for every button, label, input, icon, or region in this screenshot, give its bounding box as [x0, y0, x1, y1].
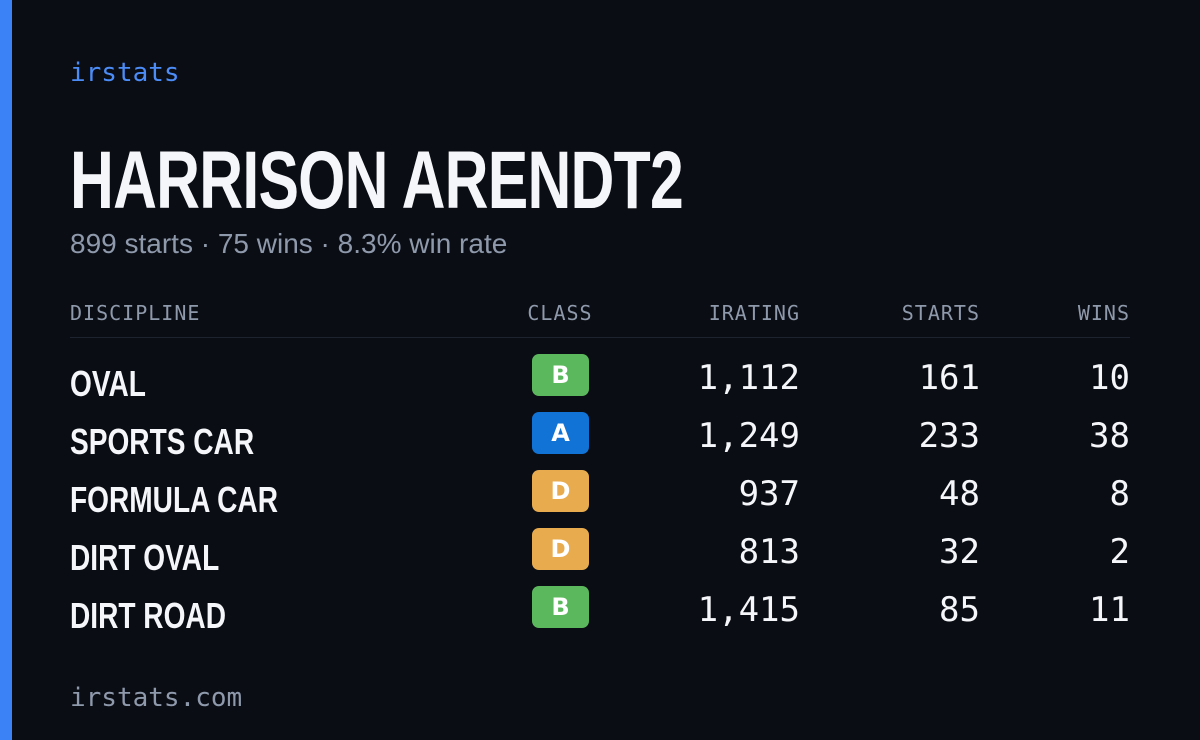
stat-value: 1,249	[697, 416, 800, 456]
stat-value: 85	[939, 590, 980, 630]
stat-value: 937	[738, 474, 800, 514]
column-header: IRATING	[708, 301, 800, 325]
accent-stripe	[0, 0, 12, 740]
column-header: WINS	[1077, 301, 1130, 325]
stat-value: 233	[918, 416, 980, 456]
stat-value: 10	[1089, 358, 1130, 398]
discipline: DIRT ROAD	[70, 595, 226, 636]
stat-value: 1,112	[697, 358, 800, 398]
column-header: DISCIPLINE	[70, 301, 201, 325]
stat-value: 48	[939, 474, 980, 514]
stat-value: 161	[918, 358, 980, 398]
stat-value: 8	[1109, 474, 1130, 514]
header-rule	[70, 337, 1130, 338]
stat-value: 1,415	[697, 590, 800, 630]
stat-value: 32	[939, 532, 980, 572]
stat-value: 2	[1109, 532, 1130, 572]
stat-value: 813	[738, 532, 800, 572]
footer: irstats.com	[70, 683, 243, 713]
discipline: FORMULA CAR	[70, 479, 278, 520]
discipline: DIRT OVAL	[70, 537, 220, 578]
class-badge: D	[532, 470, 589, 512]
column-header: STARTS	[901, 301, 980, 325]
stat-value: 11	[1089, 590, 1130, 630]
subtitle: 899 starts · 75 wins · 8.3% win rate	[70, 228, 508, 259]
stat-value: 38	[1089, 416, 1130, 456]
discipline: SPORTS CAR	[70, 421, 255, 462]
brand: irstats	[70, 58, 180, 88]
discipline: OVAL	[70, 363, 146, 404]
class-badge: D	[532, 528, 589, 570]
class-badge: B	[532, 354, 589, 396]
title: HARRISON ARENDT2	[70, 135, 684, 226]
class-badge: A	[532, 412, 589, 454]
column-header: CLASS	[527, 301, 593, 325]
class-badge: B	[532, 586, 589, 628]
